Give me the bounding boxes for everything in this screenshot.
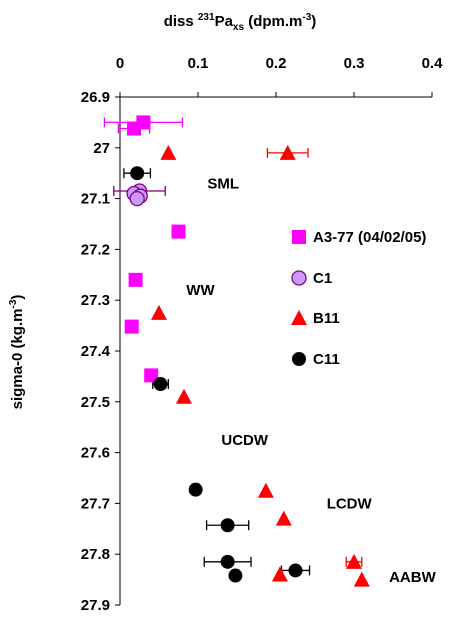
title-superscript: 231 bbox=[198, 12, 215, 23]
x-tick-label: 0 bbox=[116, 55, 124, 72]
data-point-triangle bbox=[271, 566, 288, 582]
axes: 0 0.1 0.2 0.3 0.4 26.9 27 27.1 27.2 27.3 27.4 27.5 2… bbox=[81, 55, 443, 614]
legend-label: C1 bbox=[313, 270, 332, 287]
y-tick-label: 27.1 bbox=[81, 191, 110, 208]
title-main: Pa bbox=[215, 13, 234, 30]
y-tick-label: 27.2 bbox=[81, 241, 110, 258]
data-point-circle bbox=[129, 190, 145, 207]
data-point-triangle bbox=[175, 388, 192, 404]
y-tick-label: 27.6 bbox=[81, 445, 110, 462]
data-point-triangle bbox=[257, 482, 274, 498]
y-tick-label: 26.9 bbox=[81, 89, 110, 106]
data-point-square bbox=[171, 224, 186, 239]
title-subscript: xs bbox=[233, 22, 245, 33]
y-tick-label: 27.7 bbox=[81, 495, 110, 512]
data-point-triangle bbox=[160, 144, 177, 160]
legend-marker bbox=[292, 230, 306, 244]
data-point-triangle bbox=[353, 571, 370, 587]
title-units-suffix: ) bbox=[311, 13, 316, 30]
water-mass-label: AABW bbox=[389, 569, 436, 586]
ylabel-main: sigma-0 (kg.m bbox=[9, 309, 26, 410]
data-point-circle bbox=[220, 518, 235, 533]
water-mass-label: UCDW bbox=[221, 432, 268, 449]
data-point-square bbox=[144, 368, 159, 383]
legend-marker bbox=[292, 352, 306, 366]
legend-marker bbox=[291, 270, 307, 286]
data-point-triangle bbox=[346, 553, 362, 569]
ylabel-suffix: ) bbox=[9, 295, 26, 300]
y-axis-label: sigma-0 (kg.m-3) bbox=[8, 295, 26, 410]
y-tick-label: 27.5 bbox=[81, 394, 110, 411]
data-point-triangle bbox=[151, 304, 167, 320]
data-point-square bbox=[127, 121, 142, 136]
data-point-triangle bbox=[275, 510, 292, 526]
annotations: SML WW UCDW LCDW AABW bbox=[186, 175, 436, 586]
water-mass-label: LCDW bbox=[327, 495, 373, 512]
legend-marker bbox=[291, 310, 307, 325]
x-tick-label: 0.3 bbox=[344, 55, 365, 72]
title-prefix: diss bbox=[164, 13, 198, 30]
data-point-circle bbox=[188, 482, 203, 497]
data-point-triangle bbox=[279, 144, 296, 160]
x-tick-label: 0.4 bbox=[422, 55, 444, 72]
x-tick-label: 0.1 bbox=[188, 55, 209, 72]
data-point-circle bbox=[153, 377, 168, 392]
data-markers bbox=[124, 115, 370, 587]
ylabel-superscript: -3 bbox=[8, 299, 19, 308]
data-point-circle bbox=[228, 568, 243, 583]
legend: A3-77 (04/02/05) C1 B11 C11 bbox=[291, 229, 426, 368]
water-mass-label: SML bbox=[207, 175, 239, 192]
data-point-circle bbox=[130, 166, 145, 181]
data-point-square bbox=[124, 319, 139, 334]
data-point-circle bbox=[288, 563, 303, 578]
y-tick-label: 27.9 bbox=[81, 597, 110, 614]
y-tick-label: 27.3 bbox=[81, 292, 110, 309]
legend-label: C11 bbox=[313, 351, 340, 368]
legend-label: B11 bbox=[313, 310, 340, 327]
title-units-prefix: (dpm.m bbox=[244, 13, 302, 30]
title-units-superscript: -3 bbox=[302, 12, 311, 23]
y-tick-label: 27 bbox=[93, 140, 110, 157]
y-tick-label: 27.8 bbox=[81, 546, 110, 563]
chart-title: diss 231Paxs (dpm.m-3) bbox=[164, 12, 317, 33]
data-point-circle bbox=[220, 554, 235, 569]
x-tick-label: 0.2 bbox=[266, 55, 287, 72]
legend-label: A3-77 (04/02/05) bbox=[313, 229, 426, 246]
y-tick-label: 27.4 bbox=[81, 343, 111, 360]
water-mass-label: WW bbox=[186, 282, 215, 299]
data-point-square bbox=[128, 272, 143, 287]
